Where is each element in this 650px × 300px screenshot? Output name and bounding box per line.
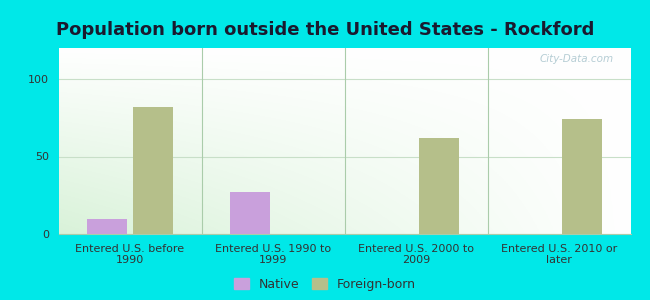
Bar	[419, 138, 459, 234]
Text: City-Data.com: City-Data.com	[540, 54, 614, 64]
Text: Population born outside the United States - Rockford: Population born outside the United State…	[56, 21, 594, 39]
Bar	[562, 119, 602, 234]
Legend: Native, Foreign-born: Native, Foreign-born	[234, 278, 416, 291]
Bar	[230, 192, 270, 234]
Bar	[133, 107, 173, 234]
Bar	[87, 218, 127, 234]
